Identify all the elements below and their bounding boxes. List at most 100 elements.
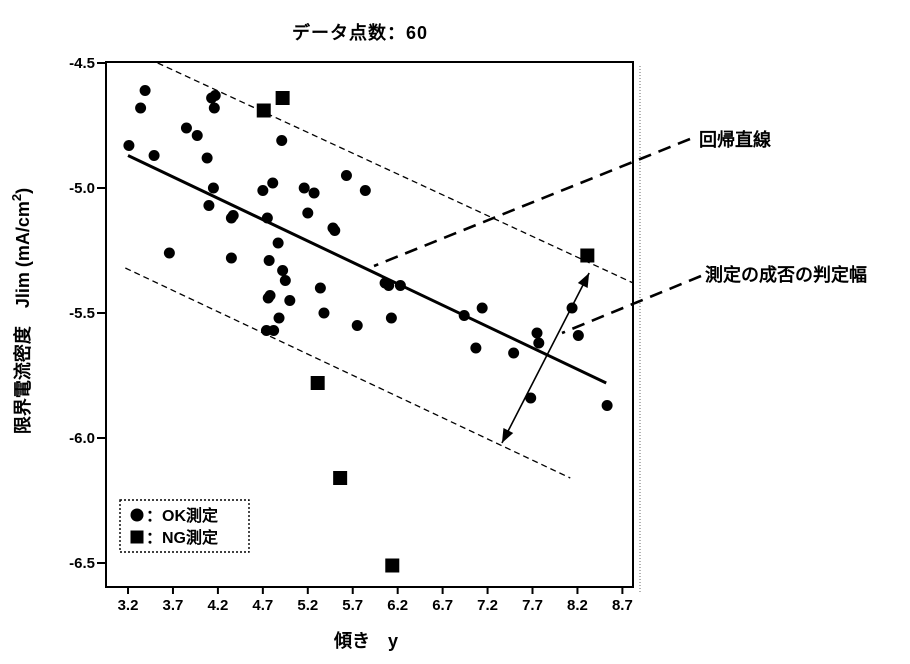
legend: ：OK測定 ：NG測定: [119, 499, 250, 553]
band-width-arrow-line: [501, 272, 590, 444]
y-axis-label: 限界電流密度 Jlim (mA/cm2): [9, 188, 33, 434]
x-tick-label: 6.7: [432, 597, 453, 614]
data-point-ok: [180, 122, 192, 134]
data-point-ok: [123, 140, 135, 151]
data-point-ok: [268, 325, 280, 336]
data-point-ok: [201, 152, 213, 164]
data-point-ok: [383, 280, 395, 291]
data-point-ok: [267, 177, 279, 189]
band-width-arrowhead: [501, 428, 514, 443]
data-point-ok: [191, 130, 203, 141]
data-point-ok: [261, 212, 273, 224]
regression-and-band-lines: [125, 62, 634, 479]
lower-band-line: [125, 267, 571, 479]
upper-band-line: [157, 62, 634, 284]
data-point-ng: [275, 91, 290, 105]
data-point-ok: [227, 210, 239, 221]
data-point-ok: [208, 102, 220, 114]
y-axis-label-superscript: 2: [9, 194, 24, 201]
y-tick-label: -6.5: [69, 555, 95, 572]
annotation-band-label: 測定の成否の判定幅: [705, 264, 867, 285]
legend-ng-marker-icon: [130, 530, 144, 544]
data-point-ok: [351, 320, 363, 331]
x-tick-label: 7.2: [477, 597, 498, 614]
data-point-ok: [203, 200, 215, 211]
x-tick-label: 7.7: [522, 597, 543, 614]
data-point-ok: [276, 135, 288, 146]
data-point-ok: [284, 295, 296, 306]
legend-ok-marker-icon: [130, 508, 144, 522]
data-point-ok: [359, 185, 371, 196]
annotation-leader-lines: [373, 137, 702, 335]
data-point-ok: [458, 310, 470, 321]
data-point-ok: [601, 400, 613, 411]
data-point-ng: [385, 558, 400, 573]
leader-line-regression: [373, 137, 691, 268]
data-point-ok: [566, 302, 578, 314]
data-point-ok: [302, 207, 314, 219]
x-tick-label: 4.2: [207, 597, 228, 614]
data-point-ok: [533, 337, 545, 349]
data-point-ok: [394, 280, 406, 291]
data-point-ok: [263, 255, 275, 266]
y-axis-label-close: ): [13, 188, 33, 194]
band-width-arrowhead: [577, 273, 590, 288]
data-point-ok: [264, 290, 276, 301]
data-point-ok: [225, 252, 237, 264]
data-point-ok: [572, 330, 584, 341]
data-point-ok: [272, 237, 284, 249]
plot-area: [105, 61, 634, 588]
data-point-ok: [531, 327, 543, 339]
x-tick-label: 5.7: [342, 597, 363, 614]
data-point-ok: [163, 247, 175, 259]
data-point-ok: [340, 170, 352, 181]
data-point-ok: [257, 185, 269, 196]
data-point-ok: [209, 90, 221, 101]
data-point-ok: [139, 85, 151, 96]
data-point-ok: [148, 150, 160, 161]
x-tick-label: 3.2: [118, 597, 139, 614]
data-point-ok: [207, 182, 219, 194]
x-axis-label: 傾き y: [333, 630, 398, 651]
data-point-ok: [273, 312, 285, 324]
x-tick-label: 3.7: [163, 597, 184, 614]
data-point-ok: [298, 182, 310, 194]
x-tick-label: 5.2: [297, 597, 318, 614]
y-tick-label: -5.0: [69, 180, 95, 197]
y-tick-label: -5.5: [69, 305, 95, 322]
leader-line-band: [561, 274, 702, 335]
x-axis-ticks: 3.2 3.7 4.2 4.7 5.2 5.7 6.2 6.7 7.2 7.7 8.2 8.7: [118, 587, 633, 614]
data-point-ng: [580, 248, 595, 263]
y-tick-label: -4.5: [69, 55, 95, 72]
y-tick-label: -6.0: [69, 430, 95, 447]
data-point-ok: [318, 307, 330, 319]
data-point-ok: [385, 312, 397, 324]
x-tick-label: 8.7: [612, 597, 633, 614]
y-axis-ticks: -4.5 -5.0 -5.5 -6.0 -6.5: [69, 55, 106, 572]
data-point-ok: [329, 225, 341, 236]
data-point-ok: [277, 265, 289, 276]
x-tick-label: 8.2: [567, 597, 588, 614]
x-tick-label: 6.2: [387, 597, 408, 614]
data-point-ok: [470, 342, 482, 354]
x-tick-label: 4.7: [252, 597, 273, 614]
annotation-regression-label: 回帰直線: [699, 129, 771, 150]
legend-ng-label: ：NG測定: [146, 528, 218, 547]
data-point-ok: [314, 282, 326, 294]
data-point-ok: [476, 302, 488, 314]
data-point-ok: [308, 187, 320, 199]
data-point-ng: [310, 376, 325, 390]
data-point-ng: [333, 471, 348, 485]
data-point-ok: [135, 102, 147, 114]
data-points: [123, 85, 613, 573]
y-axis-label-main: 限界電流密度 Jlim (mA/cm: [12, 201, 33, 434]
regression-line: [127, 154, 607, 385]
chart-title: データ点数：60: [292, 22, 428, 43]
data-point-ok: [508, 347, 520, 359]
legend-ok-label: ：OK測定: [146, 506, 218, 525]
data-point-ok: [279, 275, 291, 286]
data-point-ok: [525, 392, 537, 404]
